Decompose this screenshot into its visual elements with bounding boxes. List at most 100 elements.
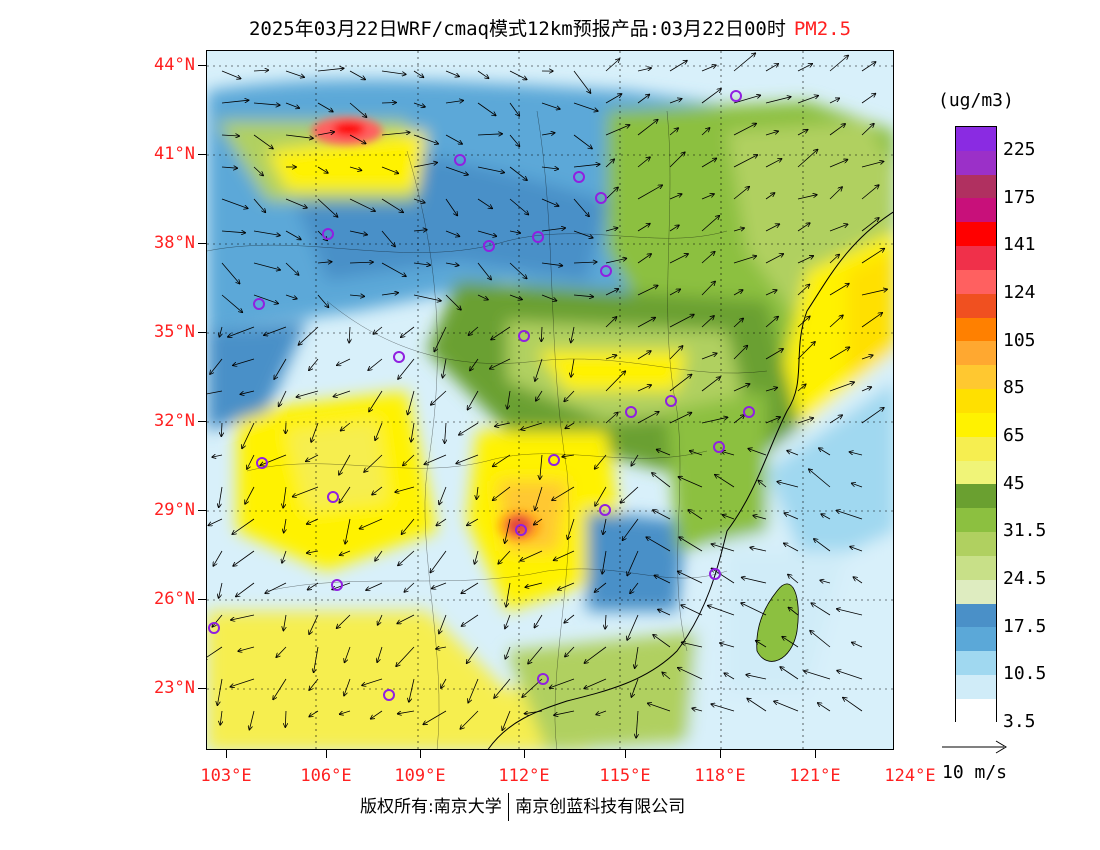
lon-tick	[815, 750, 816, 758]
wind-arrow	[701, 252, 715, 264]
wind-arrow	[398, 710, 415, 714]
wind-arrow	[636, 710, 638, 738]
wind-arrow	[564, 614, 575, 623]
wind-arrow	[445, 166, 468, 175]
wind-arrow	[219, 326, 222, 337]
wind-arrow	[829, 255, 839, 264]
wind-arrow	[765, 64, 778, 72]
wind-arrow	[236, 582, 255, 597]
wind-arrow	[747, 699, 767, 712]
wind-arrow	[605, 355, 617, 360]
wind-arrow	[565, 422, 575, 428]
wind-arrow	[445, 198, 457, 216]
color-bar-swatch	[956, 675, 996, 699]
wind-arrow	[221, 167, 237, 168]
wind-arrow	[284, 518, 286, 533]
wind-arrow	[605, 59, 619, 72]
wind-arrow	[493, 486, 511, 500]
wind-arrow	[595, 486, 607, 506]
wind-arrow	[573, 70, 591, 93]
color-bar-label: 17.5	[1003, 615, 1047, 637]
wind-arrow	[765, 193, 775, 200]
wind-arrow	[477, 230, 496, 236]
wind-arrow	[253, 230, 280, 235]
wind-arrow	[212, 455, 223, 457]
wind-arrow	[459, 422, 479, 435]
wind-arrow	[715, 475, 735, 488]
wind-arrow	[377, 646, 383, 662]
wind-arrow	[605, 317, 617, 328]
wind-arrow	[221, 262, 240, 284]
wind-arrow	[439, 486, 447, 504]
wind-arrow	[536, 390, 543, 401]
wind-arrow	[432, 582, 447, 589]
wind-arrow	[733, 187, 749, 200]
lon-label-106: 106°E	[300, 766, 352, 786]
wind-arrow	[534, 518, 543, 525]
wind-arrow	[404, 582, 415, 592]
map-canvas	[207, 51, 893, 749]
city-marker	[208, 622, 220, 634]
lat-tick	[198, 243, 206, 244]
wind-arrow	[349, 230, 367, 235]
wind-arrow	[210, 358, 223, 374]
lat-label-38: 38°N	[154, 233, 195, 253]
wind-arrow	[309, 710, 319, 717]
wind-arrow	[309, 678, 319, 690]
wind-arrow	[861, 218, 879, 232]
wind-arrow	[293, 486, 319, 497]
color-bar-label: 175	[1003, 186, 1036, 208]
lat-label-32: 32°N	[154, 411, 195, 431]
wind-arrow	[541, 102, 560, 109]
color-bar-label: 31.5	[1003, 520, 1047, 542]
wind-arrow	[423, 710, 447, 724]
wind-arrow	[853, 577, 863, 584]
wind-arrow	[653, 510, 671, 520]
wind-arrow	[733, 318, 743, 328]
wind-arrow	[573, 164, 600, 168]
wind-arrow	[605, 371, 625, 392]
wind-arrow	[861, 313, 882, 328]
wind-arrow	[723, 515, 735, 520]
wind-arrow	[742, 577, 767, 584]
wind-arrow	[554, 710, 575, 715]
wind-arrow	[669, 128, 678, 136]
wind-arrow	[507, 390, 511, 409]
wind-arrow	[596, 710, 607, 715]
wind-arrow	[669, 225, 679, 232]
footer-separator	[507, 793, 510, 821]
wind-arrow	[535, 358, 543, 381]
wind-arrow	[797, 195, 817, 200]
wind-arrow	[789, 608, 799, 616]
wind-arrow	[669, 152, 685, 168]
lat-label-41: 41°N	[154, 144, 195, 164]
wind-arrow	[490, 358, 511, 369]
wind-arrow	[565, 646, 575, 657]
wind-arrow	[623, 518, 639, 540]
wind-arrow	[669, 61, 687, 72]
wind-arrow	[413, 230, 427, 231]
wind-arrow	[861, 94, 876, 104]
wind-arrow	[627, 614, 639, 640]
wind-arrow	[381, 132, 410, 136]
wind-arrow	[765, 317, 778, 328]
color-bar-swatch	[956, 579, 996, 604]
color-bar-swatch	[956, 341, 996, 366]
wind-arrow	[349, 295, 364, 296]
wind-arrow	[558, 582, 575, 590]
color-bar-label: 85	[1003, 377, 1025, 399]
wind-arrow	[413, 263, 430, 265]
wind-arrow	[349, 134, 366, 144]
color-bar-swatch	[956, 174, 996, 199]
city-marker	[393, 351, 405, 363]
color-bar-swatch	[956, 222, 996, 247]
wind-arrow	[317, 102, 333, 112]
wind-arrow	[568, 518, 575, 539]
wind-arrow	[605, 289, 618, 296]
copyright-footer: 版权所有:南京大学 南京创蓝科技有限公司	[360, 792, 685, 821]
wind-arrow	[299, 326, 319, 345]
wind-arrow	[850, 452, 863, 456]
wind-arrow	[637, 120, 658, 136]
wind-arrow	[733, 256, 756, 264]
wind-arrow	[339, 486, 351, 503]
